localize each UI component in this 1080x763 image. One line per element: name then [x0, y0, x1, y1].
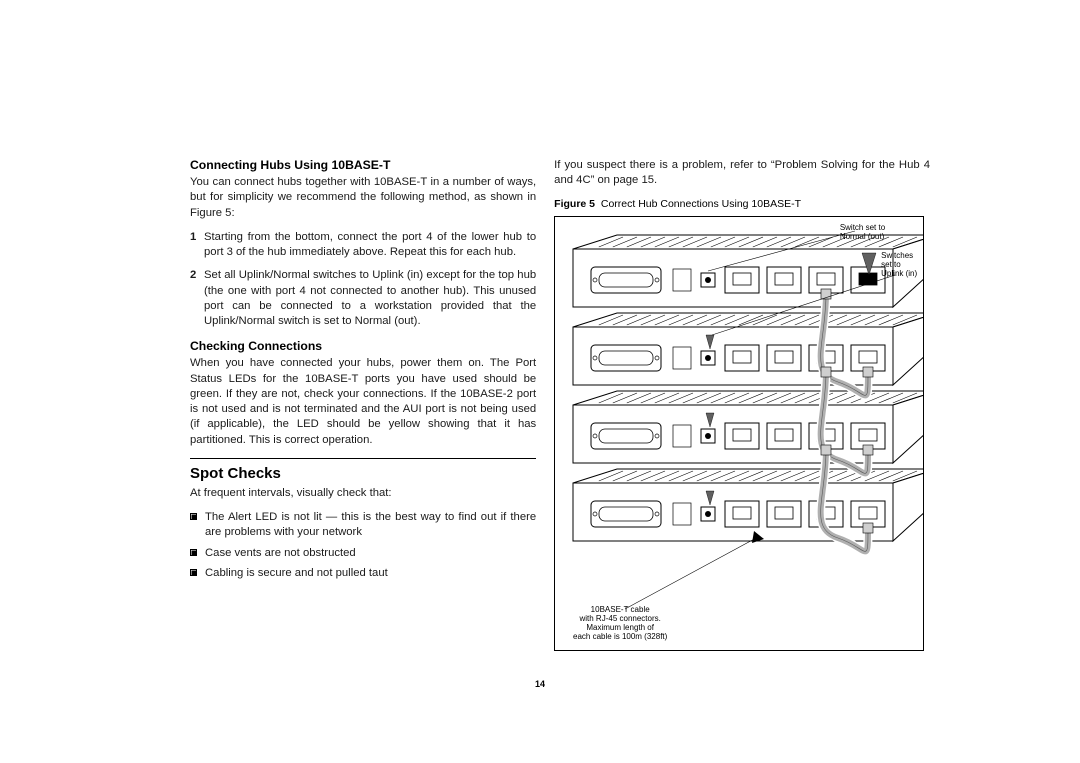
spot-item-1-text: The Alert LED is not lit — this is the b… [205, 510, 536, 541]
spot-item-3-text: Cabling is secure and not pulled taut [205, 566, 536, 581]
callout-line: Switches [881, 251, 913, 260]
spot-intro: At frequent intervals, visually check th… [190, 486, 536, 501]
para-checking: When you have connected your hubs, power… [190, 356, 536, 448]
callout-line: 10BASE-T cable [591, 605, 650, 614]
figure-number: Figure 5 [554, 198, 595, 210]
step-2-text: Set all Uplink/Normal switches to Uplink… [204, 268, 536, 329]
callout-line: Uplink (in) [881, 269, 917, 278]
heading-connecting: Connecting Hubs Using 10BASE-T [190, 158, 536, 172]
callout-line: each cable is 100m (328ft) [573, 632, 667, 641]
callout-line: set to [881, 260, 901, 269]
heading-checking: Checking Connections [190, 339, 536, 353]
steps-list: 1 Starting from the bottom, connect the … [190, 230, 536, 330]
figure-title: Correct Hub Connections Using 10BASE-T [601, 198, 801, 210]
para-problem-ref: If you suspect there is a problem, refer… [554, 158, 930, 189]
callout-line: with RJ-45 connectors. [579, 614, 660, 623]
step-2-num: 2 [190, 268, 204, 329]
spot-item-2: Case vents are not obstructed [190, 546, 536, 561]
spot-list: The Alert LED is not lit — this is the b… [190, 510, 536, 581]
heading-spot-checks: Spot Checks [190, 465, 536, 482]
callout-switch-normal: Switch set to Normal (out) [840, 223, 885, 241]
figure-caption: Figure 5 Correct Hub Connections Using 1… [554, 198, 930, 210]
square-bullet-icon [190, 549, 197, 556]
figure-5-diagram: Switch set to Normal (out) Switches set … [554, 216, 924, 651]
square-bullet-icon [190, 569, 197, 576]
section-divider [190, 458, 536, 459]
callout-switches-uplink: Switches set to Uplink (in) [881, 251, 917, 279]
step-2: 2 Set all Uplink/Normal switches to Upli… [190, 268, 536, 329]
para-intro: You can connect hubs together with 10BAS… [190, 175, 536, 221]
square-bullet-icon [190, 513, 197, 520]
step-1: 1 Starting from the bottom, connect the … [190, 230, 536, 261]
spot-item-1: The Alert LED is not lit — this is the b… [190, 510, 536, 541]
callout-cable-spec: 10BASE-T cable with RJ-45 connectors. Ma… [565, 605, 675, 642]
callout-line: Normal (out) [840, 232, 884, 241]
step-1-text: Starting from the bottom, connect the po… [204, 230, 536, 261]
spot-item-3: Cabling is secure and not pulled taut [190, 566, 536, 581]
callout-line: Maximum length of [586, 623, 654, 632]
hub-connection-svg [555, 217, 924, 651]
spot-item-2-text: Case vents are not obstructed [205, 546, 536, 561]
page-number: 14 [535, 679, 545, 689]
step-1-num: 1 [190, 230, 204, 261]
callout-line: Switch set to [840, 223, 885, 232]
